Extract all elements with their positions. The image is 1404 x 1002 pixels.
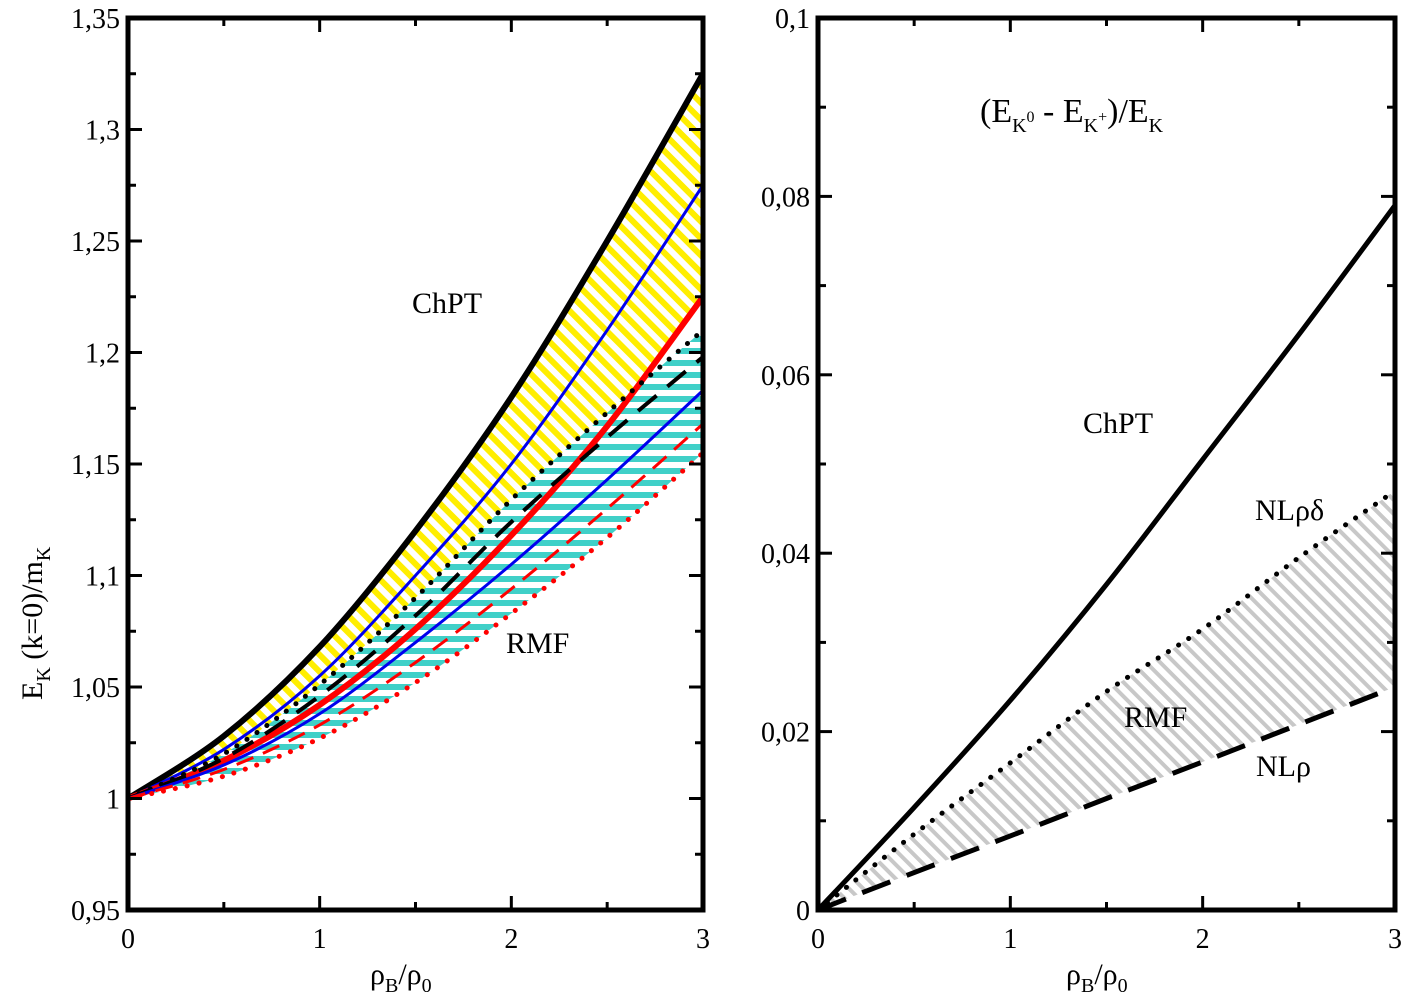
left-y-tick-label: 1,25 bbox=[71, 227, 120, 258]
right-y-tick-label: 0,04 bbox=[761, 539, 810, 570]
right-plot-frame bbox=[815, 15, 1398, 913]
right-annotation-nlrho: NLρ bbox=[1256, 750, 1311, 783]
right-series-line-0 bbox=[818, 203, 1395, 910]
left-y-tick-label: 1,1 bbox=[85, 562, 120, 593]
left-series-line-2 bbox=[128, 294, 703, 802]
left-y-tick-label: 1,2 bbox=[85, 339, 120, 370]
left-annotation-rmf: RMF bbox=[506, 627, 569, 660]
left-series bbox=[128, 72, 703, 802]
left-x-axis-label: ρB/ρ0 bbox=[370, 958, 432, 997]
left-series-line-6 bbox=[128, 422, 703, 800]
left-x-tick-label: 0 bbox=[121, 924, 135, 955]
left-x-tick-label: 3 bbox=[696, 924, 710, 955]
left-x-tick-label: 1 bbox=[313, 924, 327, 955]
right-y-tick-label: 0,02 bbox=[761, 718, 810, 749]
right-x-axis-label: ρB/ρ0 bbox=[1066, 958, 1128, 997]
left-y-tick-label: 1 bbox=[106, 785, 120, 816]
right-series-line-2 bbox=[818, 684, 1395, 910]
left-x-tick-label: 2 bbox=[504, 924, 518, 955]
left-y-tick-label: 1,3 bbox=[85, 116, 120, 147]
right-x-tick-label: 1 bbox=[1003, 924, 1017, 955]
right-annotation-chpt: ChPT bbox=[1083, 407, 1153, 440]
left-tick-labels: 0,95 1 1,05 1,1 1,15 1,2 1,25 1,3 1,35 0 1 2 3 bbox=[71, 4, 710, 955]
left-y-tick-label: 1,15 bbox=[71, 450, 120, 481]
right-tick-labels: 0 0,02 0,04 0,06 0,08 0,1 0 1 2 3 bbox=[761, 4, 1402, 955]
right-y-tick-label: 0,1 bbox=[775, 4, 810, 35]
right-x-tick-label: 2 bbox=[1196, 924, 1210, 955]
left-bands bbox=[128, 73, 703, 799]
left-plot-frame bbox=[125, 15, 706, 913]
left-annotation-chpt: ChPT bbox=[412, 287, 482, 320]
right-series bbox=[818, 203, 1395, 910]
right-y-tick-label: 0,08 bbox=[761, 182, 810, 213]
left-series-line-1 bbox=[128, 184, 703, 800]
left-series-line-0 bbox=[128, 72, 703, 802]
right-panel: 00,020,040,060,080,10 1 2 3 (EK0 - EK+)/EK … bbox=[761, 4, 1402, 997]
right-x-tick-label: 3 bbox=[1388, 924, 1402, 955]
left-y-tick-label: 1,05 bbox=[71, 673, 120, 704]
right-chart-title: (EK0 - EK+)/EK bbox=[980, 93, 1164, 137]
right-annotation-nlrhodelta: NLρδ bbox=[1255, 494, 1324, 527]
left-y-axis-label: EK (k=0)/mK bbox=[16, 546, 55, 700]
right-annotation-rmf: RMF bbox=[1124, 701, 1187, 734]
left-y-tick-label: 0,95 bbox=[71, 896, 120, 927]
right-y-tick-label: 0 bbox=[796, 896, 810, 927]
right-series-line-1 bbox=[818, 488, 1395, 910]
right-x-tick-label: 0 bbox=[811, 924, 825, 955]
left-y-tick-label: 1,35 bbox=[71, 4, 120, 35]
right-y-tick-label: 0,06 bbox=[761, 361, 810, 392]
left-series-line-5 bbox=[128, 389, 703, 800]
right-bands bbox=[818, 490, 1395, 910]
right-band-rmf bbox=[818, 490, 1395, 910]
left-series-line-4 bbox=[128, 355, 703, 801]
